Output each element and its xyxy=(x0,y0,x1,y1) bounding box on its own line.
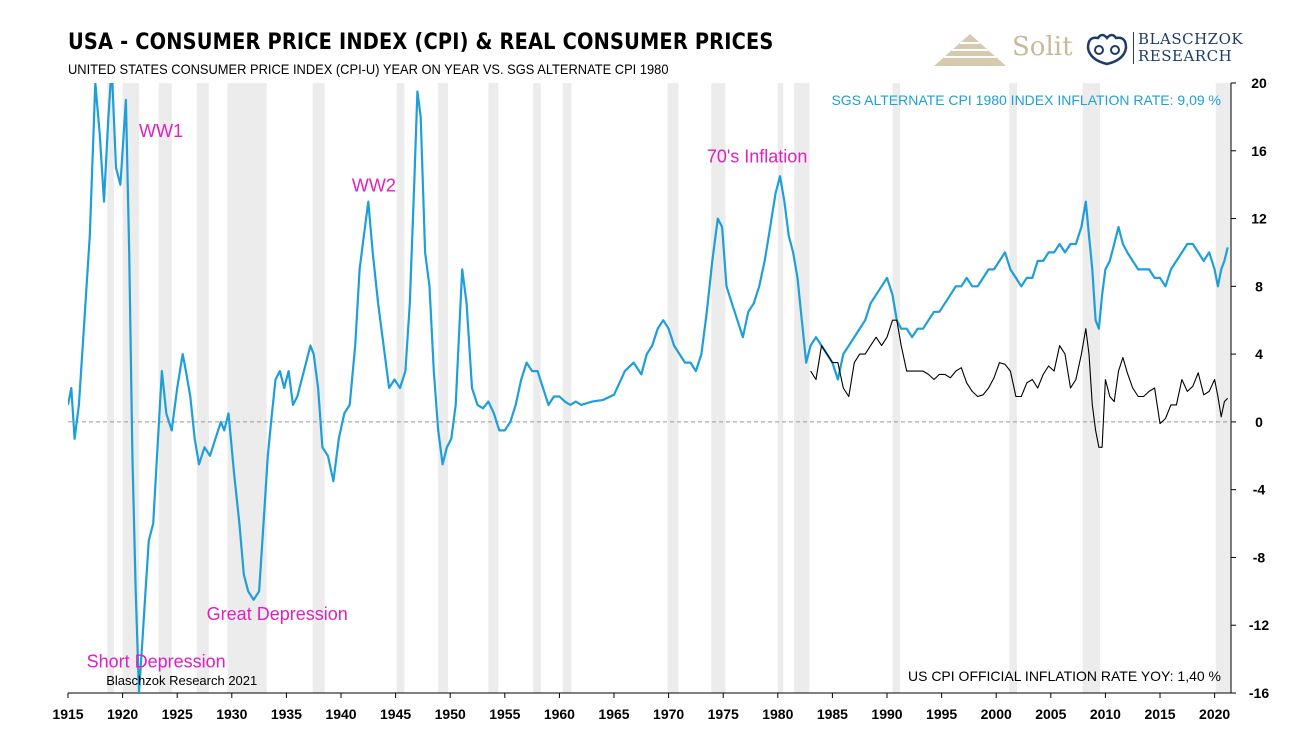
blaschzok-wordmark-line2: RESEARCH xyxy=(1138,47,1233,65)
y-tick-label: 8 xyxy=(1255,278,1263,294)
recession-band xyxy=(107,83,114,693)
y-tick-label: 16 xyxy=(1251,143,1267,159)
sgs-alternate-cpi-line xyxy=(68,83,1229,693)
x-tick-label: 1915 xyxy=(52,706,83,722)
annotation-label: WW1 xyxy=(139,121,183,141)
annotation-label: 70's Inflation xyxy=(707,147,808,167)
x-tick-label: 1965 xyxy=(598,706,629,722)
recession-shading xyxy=(107,83,1231,693)
recession-band xyxy=(158,83,172,693)
cpi-series-label: US CPI OFFICIAL INFLATION RATE YOY: 1,40… xyxy=(908,668,1221,684)
x-tick-label: 1940 xyxy=(325,706,356,722)
y-tick-label: 0 xyxy=(1255,414,1263,430)
series-layer xyxy=(68,83,1229,693)
x-tick-label: 1995 xyxy=(926,706,957,722)
pyramid-logo-icon xyxy=(934,34,1006,66)
recession-band xyxy=(1215,83,1231,693)
recession-band xyxy=(794,83,810,693)
x-tick-label: 1955 xyxy=(489,706,520,722)
recession-band xyxy=(438,83,449,693)
recession-band xyxy=(488,83,499,693)
chart-axes: 20 16 12 8 4 0 -4 -8 -12 -16 1915 1920 1925 1930 1935 1… xyxy=(52,75,1269,722)
recession-band xyxy=(562,83,572,693)
x-tick-label: 2005 xyxy=(1035,706,1066,722)
x-tick-label: 1930 xyxy=(216,706,247,722)
solit-wordmark: Solit xyxy=(1012,32,1073,62)
x-tick-label: 1990 xyxy=(871,706,902,722)
blaschzok-logo: BLASCHZOK RESEARCH xyxy=(1084,30,1264,70)
recession-band xyxy=(1009,83,1017,693)
x-tick-label: 1985 xyxy=(817,706,848,722)
y-tick-label: -4 xyxy=(1253,482,1266,498)
recession-band xyxy=(196,83,209,693)
blaschzok-wordmark-line1: BLASCHZOK xyxy=(1138,30,1244,48)
x-tick-label: 1975 xyxy=(708,706,739,722)
recession-band xyxy=(667,83,679,693)
y-tick-label: 4 xyxy=(1255,346,1263,362)
y-tick-label: -16 xyxy=(1249,685,1269,701)
source-note: Blaschzok Research 2021 xyxy=(106,673,257,688)
x-tick-label: 1980 xyxy=(762,706,793,722)
us-cpi-official-line xyxy=(810,319,1229,448)
recession-band xyxy=(533,83,541,693)
x-tick-label: 1920 xyxy=(107,706,138,722)
y-tick-label: 12 xyxy=(1251,211,1267,227)
x-tick-label: 1945 xyxy=(380,706,411,722)
x-tick-label: 1925 xyxy=(162,706,193,722)
y-tick-label: 20 xyxy=(1251,75,1267,91)
chart-subtitle: UNITED STATES CONSUMER PRICE INDEX (CPI-… xyxy=(68,61,669,77)
y-tick-label: -12 xyxy=(1249,617,1269,633)
x-tick-label: 2010 xyxy=(1090,706,1121,722)
crest-logo-icon xyxy=(1086,33,1128,66)
x-tick-label: 2015 xyxy=(1144,706,1175,722)
recession-band xyxy=(777,83,784,693)
annotation-label: WW2 xyxy=(352,175,396,195)
x-tick-label: 1970 xyxy=(653,706,684,722)
annotation-label: Short Depression xyxy=(87,652,226,672)
chart-title: USA - CONSUMER PRICE INDEX (CPI) & REAL … xyxy=(68,30,774,55)
x-tick-label: 2020 xyxy=(1199,706,1230,722)
sgs-series-label: SGS ALTERNATE CPI 1980 INDEX INFLATION R… xyxy=(831,92,1221,108)
annotation-label: Great Depression xyxy=(207,604,348,624)
x-tick-label: 1960 xyxy=(544,706,575,722)
recession-band xyxy=(227,83,267,693)
solit-logo: Solit xyxy=(930,30,1073,70)
x-tick-label: 1950 xyxy=(435,706,466,722)
recession-band xyxy=(711,83,726,693)
x-tick-label: 1935 xyxy=(271,706,302,722)
annotation-layer: WW1 WW2 70's Inflation Great Depression Shor… xyxy=(87,121,808,671)
logo-divider xyxy=(1133,32,1134,64)
x-tick-label: 2000 xyxy=(981,706,1012,722)
y-tick-label: -8 xyxy=(1253,549,1266,565)
recession-band xyxy=(892,83,901,693)
